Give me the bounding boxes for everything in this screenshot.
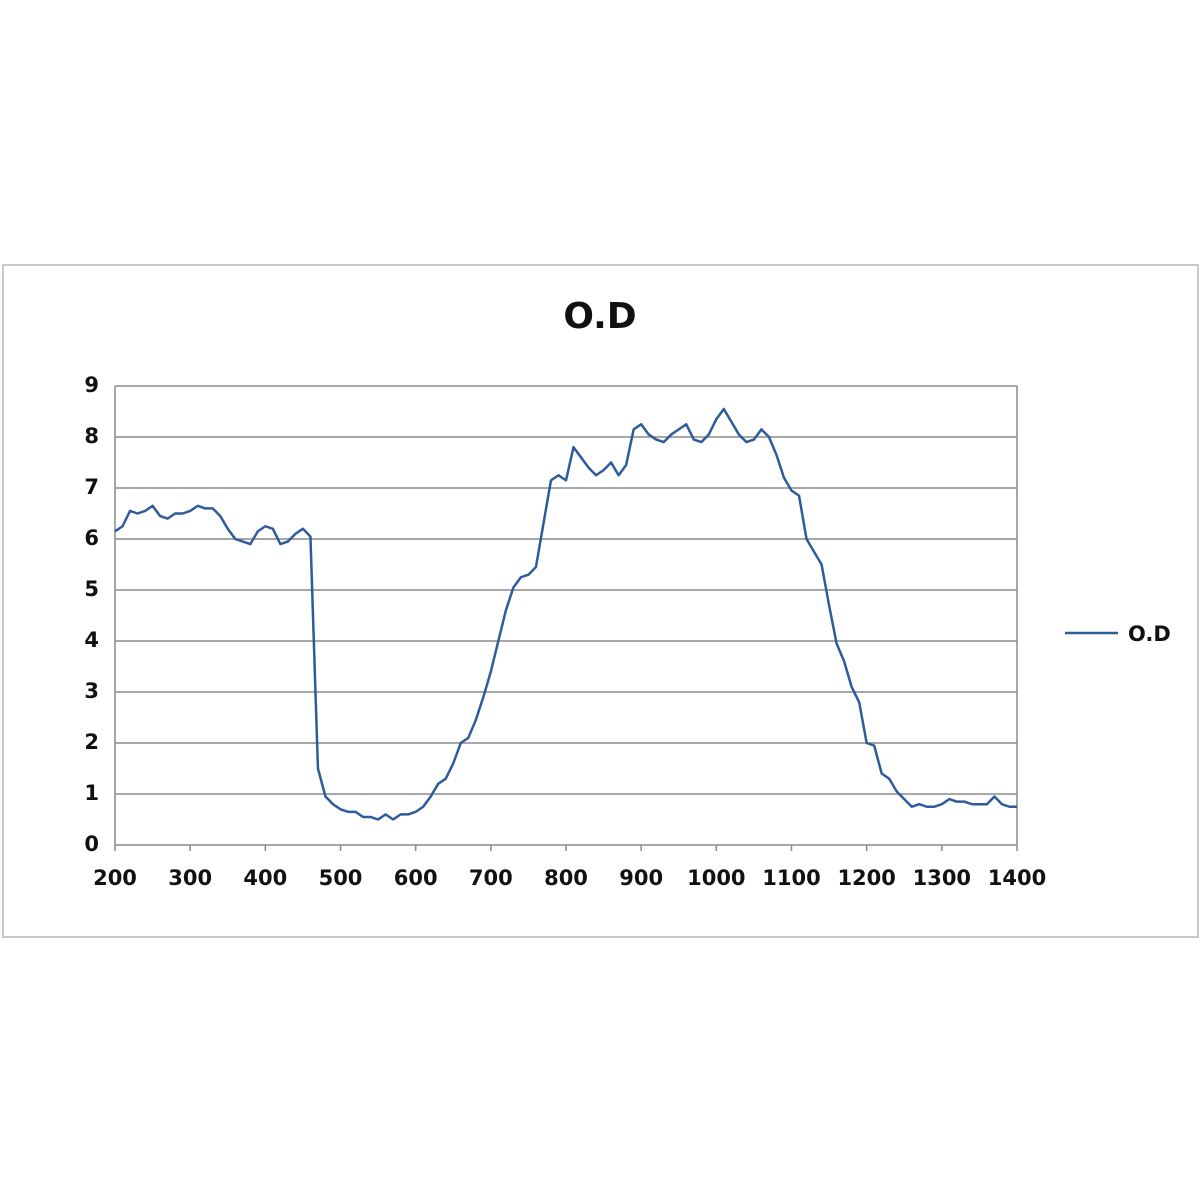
x-tick-label: 500: [319, 866, 363, 890]
x-tick-label: 1300: [913, 866, 971, 890]
y-tick-label: 8: [84, 424, 99, 448]
data-line: [114, 407, 1017, 821]
x-tick-label: 1000: [687, 866, 745, 890]
y-tick-label: 4: [84, 628, 99, 652]
y-tick-label: 7: [84, 475, 99, 499]
x-tick-label: 800: [544, 866, 588, 890]
y-tick-label: 9: [84, 373, 99, 397]
x-tick-label: 600: [394, 866, 438, 890]
y-tick-label: 1: [84, 781, 99, 805]
chart-frame: [2, 264, 1199, 938]
y-tick-label: 6: [84, 526, 99, 550]
y-tick-label: 3: [84, 679, 99, 703]
y-tick-label: 0: [84, 832, 99, 856]
legend-label: O.D: [1128, 622, 1171, 646]
x-tick-label: 200: [93, 866, 137, 890]
x-tick-label: 300: [168, 866, 212, 890]
x-tick-label: 900: [619, 866, 663, 890]
x-tick-label: 400: [243, 866, 287, 890]
y-tick-label: 2: [84, 730, 99, 754]
x-tick-label: 1200: [837, 866, 895, 890]
x-tick-label: 1100: [762, 866, 820, 890]
chart-title: O.D: [563, 296, 636, 337]
x-tick-label: 1400: [988, 866, 1046, 890]
y-tick-label: 5: [84, 577, 99, 601]
x-tick-label: 700: [469, 866, 513, 890]
